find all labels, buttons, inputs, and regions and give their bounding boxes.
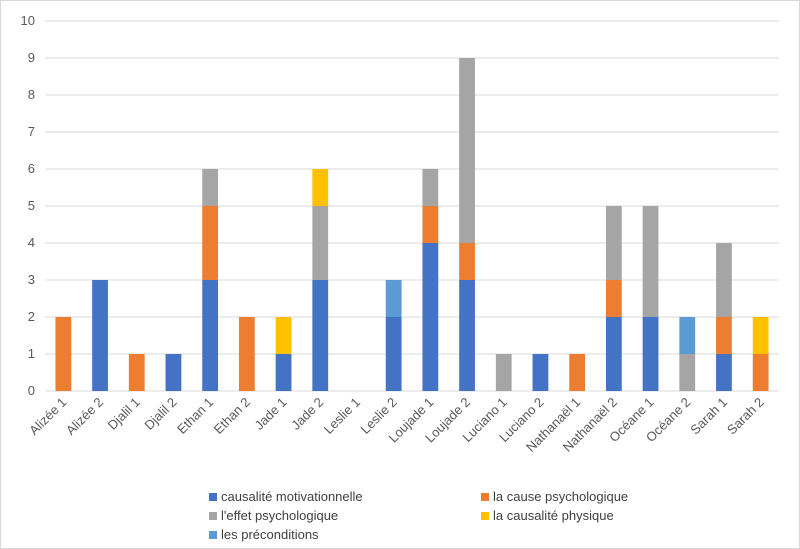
bar-segment bbox=[642, 206, 659, 317]
x-tick-label: Ethan 1 bbox=[174, 395, 216, 437]
legend-item: l'effet psychologique bbox=[209, 508, 338, 523]
legend-swatch bbox=[209, 512, 217, 520]
bar-segment bbox=[605, 317, 622, 391]
bar-segment bbox=[422, 169, 439, 206]
bar-segment bbox=[312, 280, 329, 391]
y-tick-label: 7 bbox=[28, 124, 35, 139]
legend-item: la causalité physique bbox=[481, 508, 614, 523]
x-tick-label: Alizée 2 bbox=[63, 395, 106, 438]
bar-segment bbox=[716, 317, 732, 354]
x-tick-label: Sarah 1 bbox=[687, 395, 730, 438]
bar-segment bbox=[165, 354, 182, 391]
y-axis-ticks: 0 1 2 3 4 5 6 7 8 9 10 bbox=[21, 13, 35, 398]
legend-label: causalité motivationnelle bbox=[221, 489, 363, 504]
bar-segment bbox=[422, 243, 439, 391]
legend-swatch bbox=[481, 493, 489, 501]
y-tick-label: 4 bbox=[28, 235, 35, 250]
y-tick-label: 6 bbox=[28, 161, 35, 176]
bar-segment bbox=[679, 317, 696, 354]
bar-segment bbox=[569, 354, 586, 391]
bar-segment bbox=[275, 354, 292, 391]
x-tick-label: Leslie 1 bbox=[321, 395, 363, 437]
y-tick-label: 3 bbox=[28, 272, 35, 287]
bar-segment bbox=[238, 317, 255, 391]
x-tick-label: Sarah 2 bbox=[724, 395, 767, 438]
legend-item: la cause psychologique bbox=[481, 489, 628, 504]
bar-segment bbox=[752, 317, 769, 354]
bar-segment bbox=[642, 317, 659, 391]
x-tick-label: Djalil 1 bbox=[105, 395, 143, 433]
bar-segment bbox=[716, 243, 732, 317]
bar-segment bbox=[202, 169, 219, 206]
x-tick-label: Jade 1 bbox=[251, 395, 289, 433]
bar-segment bbox=[128, 354, 145, 391]
bar-segment bbox=[385, 317, 402, 391]
legend-label: la causalité physique bbox=[493, 508, 614, 523]
legend-label: la cause psychologique bbox=[493, 489, 628, 504]
legend-swatch bbox=[209, 493, 217, 501]
gridlines bbox=[45, 20, 779, 392]
legend: causalité motivationnelle la cause psycho… bbox=[209, 489, 628, 542]
bar-segment bbox=[495, 354, 512, 391]
bar-segment bbox=[716, 354, 732, 391]
bars bbox=[55, 58, 769, 391]
legend-label: les préconditions bbox=[221, 527, 319, 542]
bar-segment bbox=[202, 206, 219, 280]
bar-segment bbox=[605, 206, 622, 280]
y-tick-label: 2 bbox=[28, 309, 35, 324]
bar-segment bbox=[605, 280, 622, 317]
y-tick-label: 8 bbox=[28, 87, 35, 102]
x-tick-label: Alizée 1 bbox=[26, 395, 69, 438]
bar-segment bbox=[752, 354, 769, 391]
legend-item: les préconditions bbox=[209, 527, 319, 542]
bar-segment bbox=[459, 280, 475, 391]
bar-segment bbox=[679, 354, 696, 391]
y-tick-label: 5 bbox=[28, 198, 35, 213]
bar-segment bbox=[459, 58, 475, 243]
bar-segment bbox=[55, 317, 72, 391]
bar-segment bbox=[459, 243, 475, 280]
bar-segment bbox=[92, 280, 108, 391]
bar-segment bbox=[202, 280, 219, 391]
bar-segment bbox=[385, 280, 402, 317]
legend-label: l'effet psychologique bbox=[221, 508, 338, 523]
y-tick-label: 10 bbox=[21, 13, 35, 28]
x-tick-label: Ethan 2 bbox=[211, 395, 253, 437]
bar-segment bbox=[312, 169, 329, 206]
legend-swatch bbox=[209, 531, 217, 539]
bar-segment bbox=[275, 317, 292, 354]
y-tick-label: 9 bbox=[28, 50, 35, 65]
y-tick-label: 1 bbox=[28, 346, 35, 361]
legend-swatch bbox=[481, 512, 489, 520]
y-tick-label: 0 bbox=[28, 383, 35, 398]
legend-item: causalité motivationnelle bbox=[209, 489, 363, 504]
bar-segment bbox=[312, 206, 329, 280]
bar-segment bbox=[532, 354, 549, 391]
bar-segment bbox=[422, 206, 439, 243]
